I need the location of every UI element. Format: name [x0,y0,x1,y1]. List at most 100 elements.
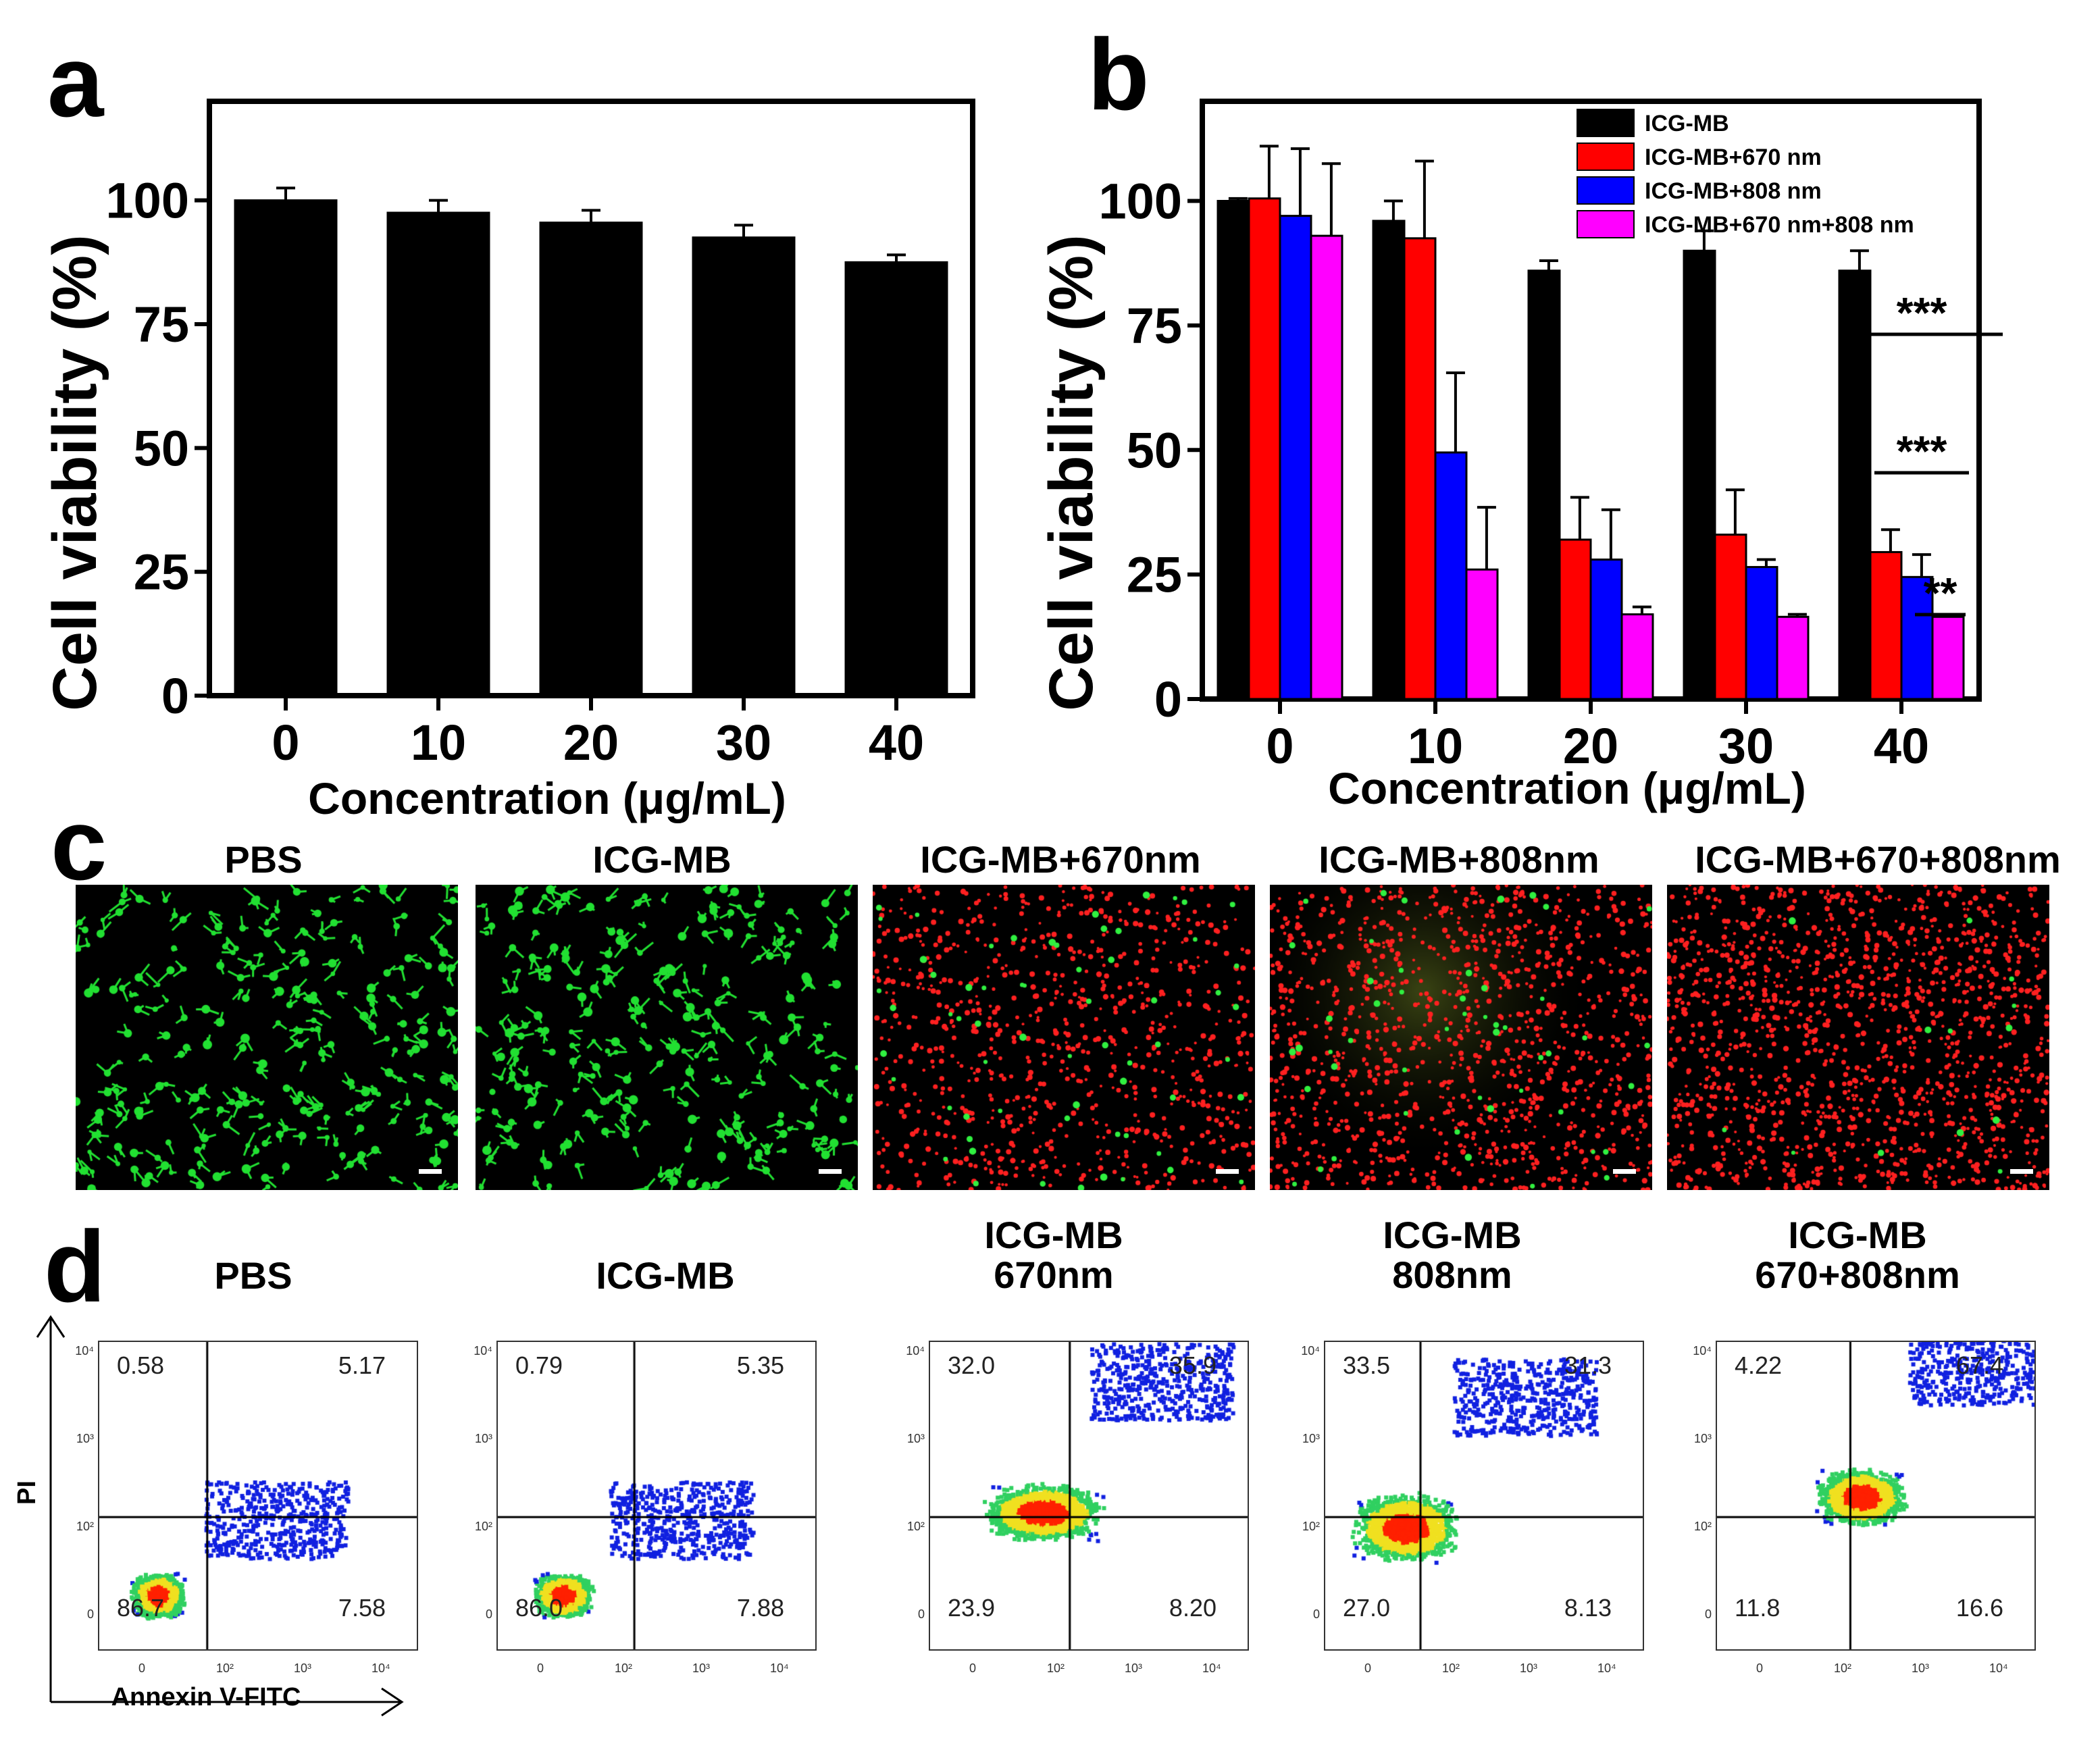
legend-label: ICG-MB+808 nm [1645,178,1822,204]
flow-tick-label: 10³ [294,1661,312,1675]
panel-letter-a: a [47,24,104,138]
micro-image-pbs [76,885,458,1190]
micro-title-4: ICG-MB+808nm [1318,838,1599,881]
flow-tick-label: 10⁴ [1202,1661,1221,1675]
scale-bar [1613,1169,1636,1174]
flow-tick-label: 10⁴ [1989,1661,2008,1675]
bar [1838,269,1872,700]
quadrant-value: 16.6 [1955,1594,2003,1622]
y-tick-label: 0 [161,668,189,724]
bar [1465,568,1499,700]
flow-tick-label: 0 [1312,1607,1320,1621]
flow-tick-label: 10⁴ [906,1344,925,1358]
micro-image-icg-mb [476,885,858,1190]
quadrant-value: 67.4 [1955,1351,2003,1379]
flow-tick-label: 10³ [76,1432,94,1445]
flow-tick-label: 0 [1364,1661,1372,1675]
flow-tick-label: 0 [969,1661,977,1675]
flow-plot: 0.79 5.35 86.0 7.88 [496,1341,817,1651]
quadrant-value: 31.3 [1564,1351,1612,1379]
flow-tick-label: 10³ [1693,1432,1712,1445]
quadrant-value: 7.58 [338,1594,386,1622]
quadrant-value: 0.79 [515,1351,563,1379]
y-tick-label: 100 [1099,174,1182,230]
bar [234,199,338,697]
flow-tick-label: 10³ [1302,1432,1320,1445]
flow-scatter [99,1342,417,1649]
micro-image-670-808 [1667,885,2049,1190]
bar [1745,566,1778,700]
bar [1310,234,1343,700]
bar [692,236,796,697]
flow-tick-label: 10³ [1125,1661,1143,1675]
bar [1279,215,1312,700]
x-tick-label: 0 [272,715,299,771]
legend-label: ICG-MB+670 nm [1645,145,1822,170]
flow-tick-label: 10³ [906,1432,925,1445]
legend-swatch [1577,143,1635,171]
x-tick-label: 20 [563,715,619,771]
flow-plot: 32.0 35.9 23.9 8.20 [929,1341,1249,1651]
flow-scatter [930,1342,1248,1649]
bar [1217,200,1250,700]
flow-title-4: ICG-MB 808nm [1383,1214,1522,1296]
y-tick-label: 0 [1154,671,1182,727]
x-tick-label: 10 [1408,718,1463,774]
panel-letter-d: d [44,1210,106,1323]
quadrant-value: 33.5 [1343,1351,1391,1379]
flow-tick-label: 0 [1756,1661,1764,1675]
flow-tick-label: 10³ [474,1432,492,1445]
flow-tick-label: 0 [1704,1607,1712,1621]
legend-label: ICG-MB+670 nm+808 nm [1645,212,1914,238]
flow-tick-label: 10³ [692,1661,711,1675]
y-tick-label: 100 [106,173,189,229]
y-axis-title: Cell viability (%) [41,234,109,711]
bar [539,222,643,697]
flow-tick-label: 0 [537,1661,544,1675]
quadrant-value: 27.0 [1343,1594,1391,1622]
flow-y-axis-label: PI [13,1480,41,1505]
x-tick-label: 10 [411,715,466,771]
panel-letter-c: c [51,787,107,901]
quadrant-value: 4.22 [1735,1351,1783,1379]
flow-tick-label: 10⁴ [372,1661,390,1675]
micro-image-670 [873,885,1255,1190]
significance-label: ** [1924,569,1957,617]
flow-tick-label: 10² [906,1520,925,1533]
bar [1931,615,1965,700]
flow-tick-label: 10⁴ [1597,1661,1616,1675]
micro-title-3: ICG-MB+670nm [920,838,1201,881]
flow-tick-label: 10⁴ [770,1661,789,1675]
bar [1620,613,1654,700]
flow-tick-label: 10³ [1520,1661,1538,1675]
flow-scatter [498,1342,815,1649]
flow-tick-label: 10² [216,1661,234,1675]
bar [1589,559,1623,700]
flow-axes-arrows: PI Annexin V-FITC [13,1315,404,1717]
significance-label: *** [1897,427,1947,475]
flow-tick-label: 10³ [1912,1661,1930,1675]
y-tick-label: 75 [1127,298,1182,354]
scale-bar [819,1169,842,1174]
micro-title-2: ICG-MB [592,838,732,881]
bar [1869,550,1903,700]
x-axis-title: Concentration (μg/mL) [308,773,786,823]
bar [1683,249,1716,700]
quadrant-value: 8.20 [1169,1594,1217,1622]
flow-tick-label: 10² [1302,1520,1320,1533]
legend-swatch [1577,210,1635,238]
flow-x-axis-label: Annexin V-FITC [111,1683,301,1711]
flow-plot: 33.5 31.3 27.0 8.13 [1324,1341,1644,1651]
bar [844,261,948,697]
quadrant-value: 7.88 [736,1594,784,1622]
bar [1776,615,1810,700]
flow-tick-label: 0 [917,1607,925,1621]
panel-letter-b: b [1087,18,1150,131]
chart-b: Cell viability (%) Concentration (μg/mL)… [1037,99,2003,813]
bar [1403,237,1437,700]
flow-plot: 4.22 67.4 11.8 16.6 [1716,1341,2036,1651]
bar [386,211,490,697]
bar [1558,538,1592,700]
legend-swatch [1577,176,1635,205]
x-tick-label: 30 [1718,718,1774,774]
